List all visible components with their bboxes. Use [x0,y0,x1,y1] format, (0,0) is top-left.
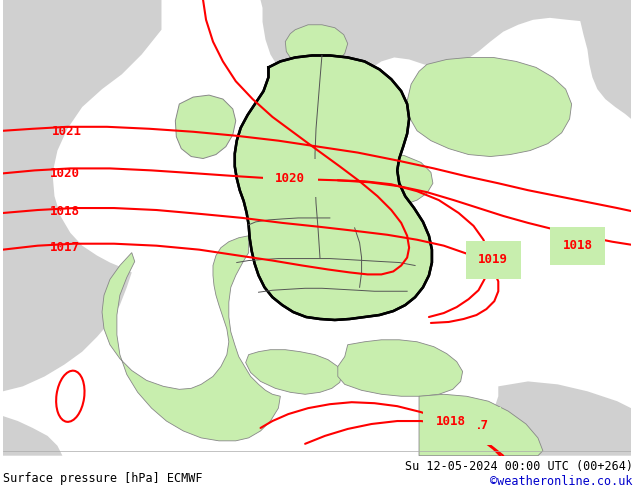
Polygon shape [338,340,463,396]
Text: 1017: 1017 [458,419,489,433]
Polygon shape [578,0,631,119]
Polygon shape [315,150,433,209]
Polygon shape [488,381,631,456]
Text: 1020: 1020 [49,167,79,180]
Polygon shape [102,236,280,441]
Text: Surface pressure [hPa] ECMWF: Surface pressure [hPa] ECMWF [3,472,203,485]
Text: Su 12-05-2024 00:00 UTC (00+264): Su 12-05-2024 00:00 UTC (00+264) [404,460,633,473]
Text: 1018: 1018 [436,415,466,428]
Text: 1019: 1019 [478,253,508,266]
Polygon shape [285,25,347,70]
Polygon shape [245,350,342,394]
Polygon shape [3,416,62,456]
Text: 1021: 1021 [53,125,82,138]
Text: ©weatheronline.co.uk: ©weatheronline.co.uk [490,474,633,488]
Polygon shape [162,0,631,91]
Polygon shape [235,55,432,320]
Text: 1020: 1020 [275,172,305,185]
Polygon shape [176,95,236,158]
Text: 1018: 1018 [562,239,593,252]
Polygon shape [3,0,162,392]
Polygon shape [407,57,572,156]
Text: 1018: 1018 [49,204,79,218]
Polygon shape [419,394,543,456]
Text: 1017: 1017 [49,241,79,254]
